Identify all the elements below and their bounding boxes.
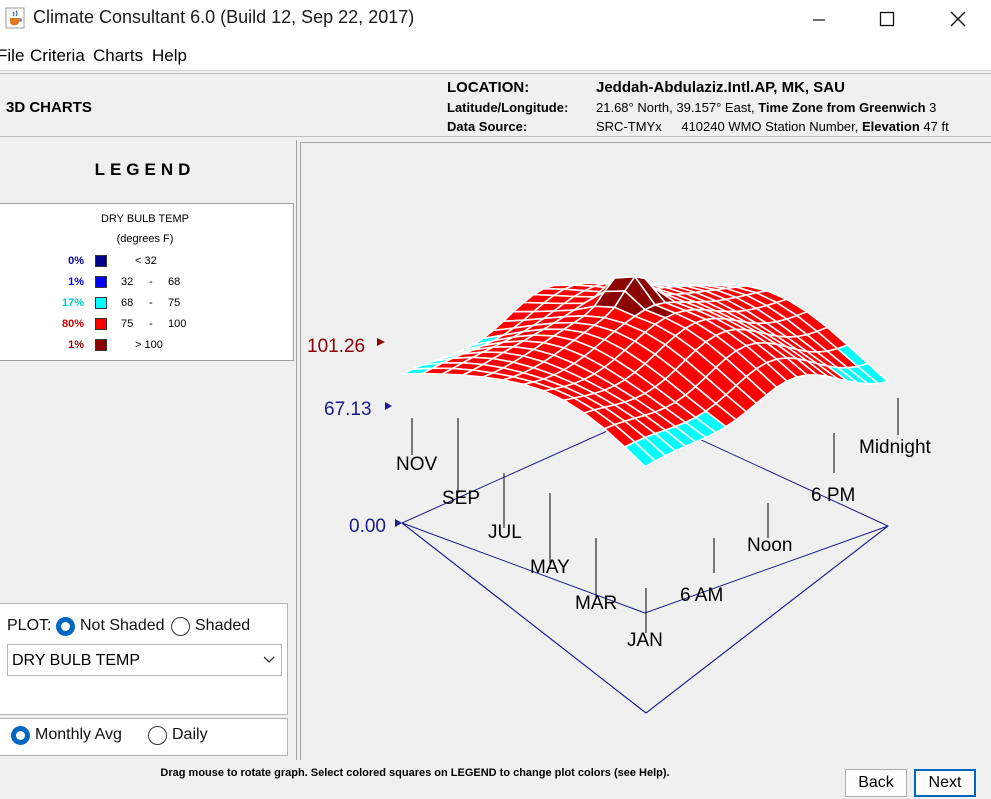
legend-row: 17% 68 - 75 [0,297,290,311]
z-axis-mid-marker [385,402,392,410]
shaded-radio[interactable] [171,617,190,636]
latlong-label: Latitude/Longitude: [447,100,569,115]
title-bar: Climate Consultant 6.0 (Build 12, Sep 22… [0,0,991,40]
legend-pct: 80% [61,318,84,330]
next-button[interactable]: Next [914,769,976,797]
z-axis-max-marker [377,338,385,346]
source-label: Data Source: [447,119,528,134]
menu-bar: File Criteria Charts Help [0,40,991,71]
minimize-button[interactable] [796,0,842,38]
source-value: SRC-TMYx 410240 WMO Station Number, Elev… [596,119,949,134]
close-button[interactable] [935,0,981,38]
latlong-text: 21.68° North, 39.157° East, [596,100,755,115]
left-panel: LEGEND DRY BULB TEMP (degrees F) 0% < 32 1… [0,140,297,760]
close-icon [950,11,966,27]
legend-range-high: 75 [168,297,181,309]
plot-label: PLOT: [7,617,52,634]
legend-range-dash: - [149,276,153,288]
daily-label[interactable]: Daily [172,726,208,743]
elevation-value: 47 ft [923,119,949,134]
month-label: SEP [442,488,480,509]
menu-file[interactable]: File [0,46,25,65]
z-axis-zero-label: 0.00 [349,516,386,537]
legend-row: 80% 75 - 100 [0,318,290,332]
timezone-label: Time Zone from Greenwich [758,100,926,115]
elevation-label: Elevation [862,119,920,134]
location-label: LOCATION: [447,79,530,96]
menu-help[interactable]: Help [152,46,187,65]
daily-radio[interactable] [148,726,167,745]
panel-title: 3D CHARTS [6,99,92,116]
legend-heading: LEGEND [94,160,196,179]
chart-base-plane [401,522,889,714]
surface-cell [623,441,657,468]
source-text: SRC-TMYx [596,119,662,134]
z-axis-zero-marker [395,519,402,527]
legend-range-low: 32 [121,276,134,288]
legend-row: 0% < 32 [0,255,290,269]
station-text: 410240 WMO Station Number, [681,119,859,134]
java-cup-icon [5,7,25,29]
legend-pct: 1% [68,276,84,288]
legend-range-low: 68 [121,297,134,309]
status-hint: Drag mouse to rotate graph. Select color… [160,767,670,779]
menu-charts[interactable]: Charts [93,46,144,65]
legend-box: DRY BULB TEMP (degrees F) 0% < 32 1% 32-68 1… [0,203,294,361]
legend-swatch[interactable] [95,276,107,288]
legend-range-high: 68 [168,276,181,288]
location-value: Jeddah-Abdulaziz.Intl.AP, MK, SAU [596,79,845,96]
hour-label: Midnight [859,437,932,458]
mode-options-panel: Monthly Avg Daily [0,718,288,756]
window-title: Climate Consultant 6.0 (Build 12, Sep 22… [33,7,415,27]
not-shaded-label[interactable]: Not Shaded [80,617,165,634]
legend-range-dash: - [149,318,153,330]
legend-range-low: 75 [121,318,134,330]
menu-criteria[interactable]: Criteria [30,46,85,65]
month-label: JUL [488,522,522,543]
legend-range-dash: - [149,297,153,309]
hour-label: 6 PM [811,485,855,506]
month-label: MAR [575,593,617,614]
month-label: JAN [627,630,663,651]
location-header: 3D CHARTS LOCATION: Jeddah-Abdulaziz.Int… [0,73,991,137]
legend-pct: 0% [68,255,84,267]
legend-range-low: > 100 [135,339,163,351]
month-label: NOV [396,454,438,475]
z-axis-mid-label: 67.13 [324,399,372,420]
maximize-button[interactable] [864,0,910,38]
legend-pct: 1% [68,339,84,351]
monthly-avg-radio[interactable] [11,726,30,745]
legend-units: (degrees F) [116,233,174,245]
shaded-label[interactable]: Shaded [195,617,251,634]
back-button[interactable]: Back [845,769,907,797]
hour-label: 6 AM [680,585,723,606]
variable-select[interactable]: DRY BULB TEMP [7,644,282,676]
legend-row: 1% > 100 [0,339,290,353]
legend-swatch[interactable] [95,339,107,351]
latlong-value: 21.68° North, 39.157° East, Time Zone fr… [596,100,936,115]
minimize-icon [813,19,825,21]
chevron-down-icon [263,656,275,663]
legend-row: 1% 32 - 68 [0,276,290,290]
legend-swatch[interactable] [95,255,107,267]
not-shaded-radio[interactable] [56,617,75,636]
maximize-icon [879,11,895,27]
legend-range-high: 100 [168,318,187,330]
legend-title: DRY BULB TEMP [100,213,190,225]
variable-select-value: DRY BULB TEMP [12,652,141,669]
legend-swatch[interactable] [95,318,107,330]
chart-3d-area[interactable]: NOV SEP JUL MAY MAR JAN 6 AM Noon 6 PM Midnight 10… [300,142,991,760]
timezone-value: 3 [929,100,937,115]
legend-pct: 17% [61,297,84,309]
hour-label: Noon [747,535,792,556]
z-axis-max-label: 101.26 [307,336,365,357]
legend-swatch[interactable] [95,297,107,309]
legend-range-low: < 32 [135,255,157,267]
monthly-avg-label[interactable]: Monthly Avg [35,726,122,743]
month-label: MAY [530,557,570,578]
